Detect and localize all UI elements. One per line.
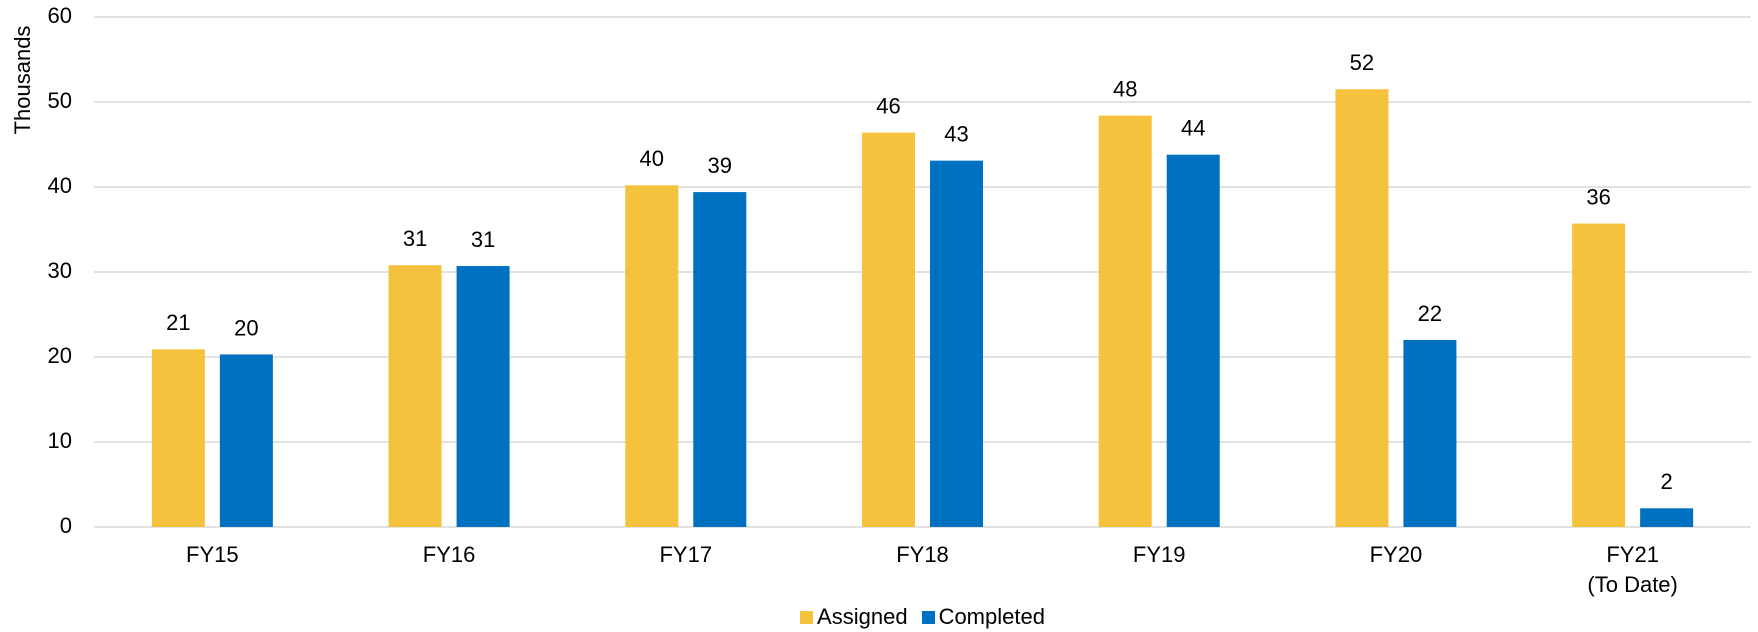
bar <box>625 185 679 528</box>
bar <box>1335 89 1389 527</box>
bar <box>1403 340 1457 527</box>
y-axis-title: Thousands <box>10 26 35 135</box>
x-tick-label: FY16 <box>422 542 476 567</box>
legend-item: Assigned <box>800 604 908 630</box>
y-tick-label: 20 <box>48 343 72 368</box>
data-label: 21 <box>166 310 190 335</box>
x-tick-label: FY20 <box>1369 542 1423 567</box>
bar <box>456 266 510 527</box>
bar <box>862 132 915 527</box>
bar <box>388 265 442 527</box>
legend-label: Completed <box>938 604 1045 629</box>
legend-swatch <box>921 610 935 624</box>
bar <box>151 349 205 527</box>
legend: Assigned Completed <box>94 604 1751 630</box>
data-label: 52 <box>1350 50 1374 75</box>
y-tick-label: 60 <box>48 3 72 28</box>
data-label: 22 <box>1418 301 1442 326</box>
x-tick-label: FY15 <box>186 542 239 567</box>
x-tick-label: FY17 <box>659 542 713 567</box>
y-tick-label: 0 <box>60 513 72 538</box>
legend-item: Completed <box>921 604 1045 630</box>
data-label: 39 <box>708 153 732 178</box>
bar <box>930 160 983 527</box>
data-label: 31 <box>471 227 495 252</box>
data-label: 2 <box>1661 469 1673 494</box>
x-tick-label: FY19 <box>1132 542 1186 567</box>
data-label: 36 <box>1586 184 1610 209</box>
bar <box>1098 115 1152 527</box>
y-tick-label: 30 <box>48 258 72 283</box>
y-tick-label: 50 <box>48 88 72 113</box>
y-tick-label: 40 <box>48 173 72 198</box>
bar <box>1572 223 1626 528</box>
y-tick-label: 10 <box>48 428 72 453</box>
data-label: 48 <box>1113 76 1137 101</box>
data-label: 44 <box>1181 116 1205 141</box>
data-label: 20 <box>234 315 258 340</box>
data-label: 46 <box>876 93 900 118</box>
bar <box>693 192 747 527</box>
data-label: 40 <box>640 146 664 171</box>
bar <box>1640 508 1694 527</box>
data-label: 31 <box>403 226 427 251</box>
x-tick-label: FY21 (To Date) <box>1587 542 1678 597</box>
bar <box>219 354 273 527</box>
data-label: 43 <box>944 121 968 146</box>
legend-swatch <box>800 610 814 624</box>
legend-label: Assigned <box>817 604 908 629</box>
bar <box>1166 154 1220 527</box>
x-tick-label: FY18 <box>896 542 949 567</box>
